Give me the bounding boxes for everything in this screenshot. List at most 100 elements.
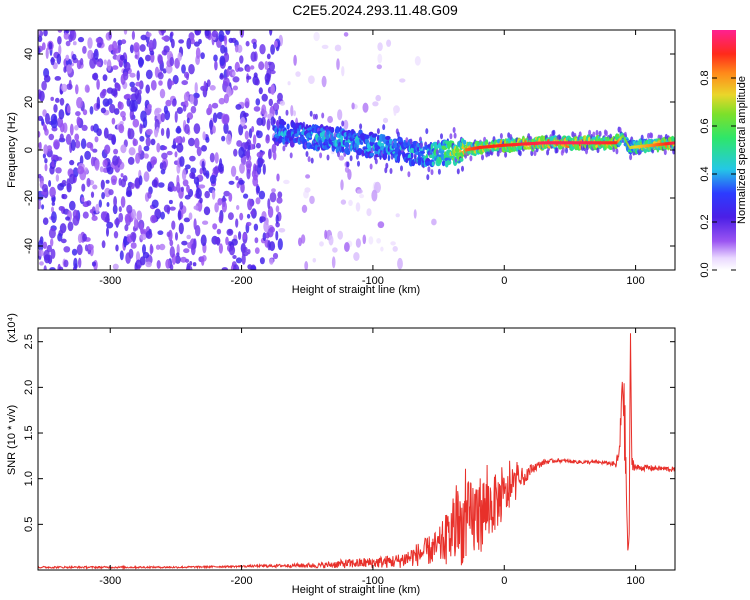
spectrogram-cell (95, 37, 102, 44)
spectrogram-cell (183, 92, 189, 103)
spectrogram-cell (102, 159, 108, 168)
spectrogram-cell (58, 109, 65, 120)
ridge-core (632, 145, 634, 149)
ridge-core (653, 143, 655, 147)
spectrogram-cell (112, 204, 118, 215)
spectrogram-cell (161, 152, 168, 160)
spectrogram-cell (111, 178, 117, 186)
ridge-halo (435, 149, 439, 155)
spectrogram-cell (250, 51, 257, 62)
spectrogram-cell (223, 77, 230, 87)
spectrogram-cell (59, 122, 65, 133)
spectrogram-cell (195, 225, 201, 237)
ridge-core (527, 142, 529, 146)
spectrogram-cell (220, 197, 227, 202)
spectrogram-cell (66, 83, 73, 90)
ridge-core (532, 142, 534, 145)
ridge-core (570, 141, 572, 145)
spectrogram-cell (170, 31, 174, 37)
ridge-core (576, 141, 578, 145)
ridge-core (553, 141, 555, 145)
ridge-core (593, 141, 595, 145)
spectrogram-cell (96, 61, 102, 67)
ridge-cell (360, 141, 364, 145)
spectrogram-cell (219, 158, 223, 170)
spectrogram-cell (59, 133, 64, 141)
spectrogram-cell (259, 44, 266, 55)
spectrogram-cell (112, 48, 117, 56)
spectrogram-cell (139, 44, 146, 52)
ridge-core (624, 137, 626, 140)
spectrogram-cell (372, 101, 379, 107)
spectrogram-cell (321, 44, 329, 50)
ridge-core (488, 145, 490, 149)
ridge-cell (568, 137, 573, 141)
y-tick-label: 2.5 (23, 334, 35, 349)
ridge-halo (565, 147, 568, 154)
spectrogram-cell (338, 155, 345, 161)
spectrogram-cell (162, 146, 168, 150)
spectrogram-cell (50, 118, 58, 129)
spectrogram-cell (245, 151, 250, 161)
ridge-core (591, 141, 593, 145)
snr-plot-area (38, 328, 675, 570)
ridge-core (553, 141, 556, 145)
spectrogram-cell (190, 105, 197, 114)
spectrogram-cell (243, 193, 249, 199)
ridge-core (587, 141, 589, 145)
spectrogram-cell (269, 226, 275, 233)
spectrogram-cell (195, 47, 201, 59)
ridge-core (623, 135, 625, 139)
ridge-halo (509, 134, 513, 140)
spectrogram-cell (245, 160, 252, 169)
spectrogram-cell (53, 104, 58, 113)
spectrogram-cell (184, 124, 190, 134)
ridge-core (588, 141, 590, 145)
ridge-core (586, 141, 588, 145)
ridge-core (642, 144, 644, 148)
spectrogram-cell (171, 220, 176, 230)
spectrogram-cell (177, 210, 182, 221)
spectrogram-cell (108, 30, 112, 40)
ridge-halo (615, 148, 619, 155)
spectrogram-cell (143, 153, 149, 159)
ridge-cell (431, 161, 435, 167)
spectrogram-cell (90, 191, 95, 198)
spectrogram-cell (186, 117, 190, 124)
spectrogram-cell (228, 180, 235, 185)
spectrogram-cell (139, 123, 143, 135)
ridge-core (568, 141, 570, 145)
spectrogram-cell (393, 106, 397, 117)
spectrogram-cell (223, 93, 229, 104)
spectrogram-cell (54, 76, 62, 81)
snr-axes: -300 -200 -100 0 100 0.5 1.0 1.5 2.0 2.5 (23, 328, 675, 587)
ridge-core (558, 141, 560, 145)
spectrogram-cell (255, 197, 261, 205)
spectrogram-cell (55, 167, 62, 174)
spectrogram-cell (50, 56, 55, 66)
ridge-core (643, 144, 645, 148)
ridge-core (508, 143, 510, 147)
spectrogram-cell (134, 88, 140, 100)
spectrogram-cell (41, 118, 45, 126)
ridge-halo (595, 129, 599, 136)
ridge-core (491, 144, 493, 148)
spectrogram-cell (87, 49, 94, 60)
ridge-core (490, 145, 492, 148)
spectrogram-cell (57, 30, 63, 33)
ridge-halo (518, 150, 522, 157)
spectrogram-cell (149, 243, 153, 255)
spectrogram-cell (68, 33, 73, 43)
spectrogram-cell (47, 145, 52, 152)
spectrogram-cell (60, 238, 67, 244)
spectrogram-cell (57, 232, 63, 242)
spectrogram-cell (376, 64, 382, 70)
spectrogram-cell (151, 199, 159, 209)
ridge-halo (552, 129, 556, 136)
spectrogram-cell (45, 113, 50, 125)
ridge-cell (540, 135, 545, 143)
spectrogram-cell (390, 241, 396, 246)
ridge-halo (359, 123, 363, 130)
spectrogram-cell (359, 194, 365, 199)
spectrogram-cell (65, 54, 70, 61)
